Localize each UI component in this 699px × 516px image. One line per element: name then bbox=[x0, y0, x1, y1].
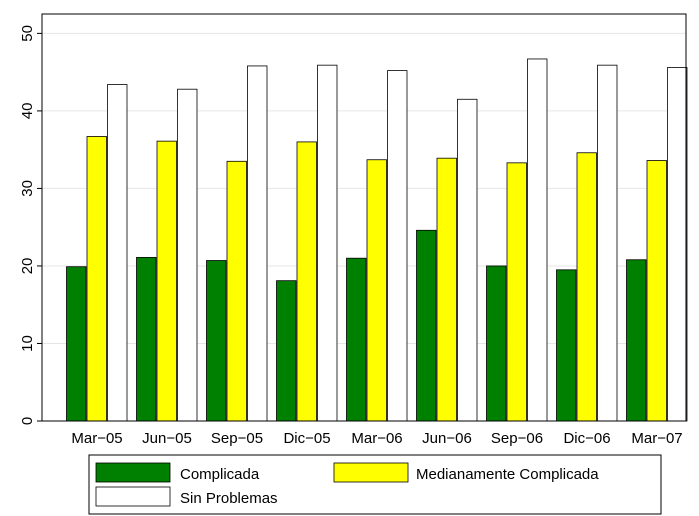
y-tick-label: 40 bbox=[19, 103, 36, 120]
bar-2-7 bbox=[506, 162, 527, 422]
legend-label-1: Complicada bbox=[180, 466, 260, 483]
bar-2-3 bbox=[226, 160, 247, 422]
legend-label-2: Medianamente Complicada bbox=[416, 466, 599, 483]
bar-1-1 bbox=[66, 266, 87, 422]
y-tick-label: 0 bbox=[19, 417, 36, 425]
x-tick-label: Dic−05 bbox=[283, 430, 330, 447]
bar-3-6 bbox=[457, 98, 478, 422]
y-tick-label: 30 bbox=[19, 180, 36, 197]
bar-1-5 bbox=[346, 257, 367, 422]
x-tick-label: Mar−06 bbox=[351, 430, 402, 447]
y-tick-label: 10 bbox=[19, 335, 36, 352]
bar-1-3 bbox=[206, 260, 227, 422]
legend-label-3: Sin Problemas bbox=[180, 490, 278, 507]
bar-2-9 bbox=[646, 160, 667, 422]
bar-2-6 bbox=[436, 157, 457, 422]
bar-1-7 bbox=[486, 265, 507, 422]
bar-2-8 bbox=[576, 152, 597, 422]
bar-2-5 bbox=[366, 159, 387, 422]
bar-3-1 bbox=[107, 84, 128, 422]
legend-swatch-3 bbox=[95, 486, 171, 507]
bar-2-1 bbox=[86, 136, 107, 422]
bar-1-4 bbox=[276, 280, 297, 422]
bar-3-3 bbox=[247, 65, 268, 422]
x-tick-label: Dic−06 bbox=[563, 430, 610, 447]
y-tick-label: 20 bbox=[19, 258, 36, 275]
bar-3-4 bbox=[317, 64, 338, 422]
x-tick-label: Jun−06 bbox=[422, 430, 472, 447]
y-axis: 0 10 20 30 40 50 bbox=[19, 25, 42, 425]
bar-1-8 bbox=[556, 269, 577, 422]
bar-2-4 bbox=[296, 141, 317, 422]
x-tick-label: Mar−05 bbox=[71, 430, 122, 447]
bar-1-2 bbox=[136, 257, 157, 422]
bar-3-9 bbox=[667, 67, 688, 422]
x-tick-label: Sep−06 bbox=[491, 430, 543, 447]
bar-3-2 bbox=[177, 88, 198, 422]
bar-1-6 bbox=[416, 229, 437, 422]
x-tick-label: Mar−07 bbox=[631, 430, 682, 447]
x-axis: Mar−05 Jun−05 Sep−05 Dic−05 Mar−06 Jun−06 Sep−… bbox=[71, 430, 682, 447]
plot-frame bbox=[41, 13, 687, 422]
legend: Complicada Medianamente Complicada Sin Pro… bbox=[88, 454, 662, 515]
x-tick-label: Sep−05 bbox=[211, 430, 263, 447]
legend-swatch-2 bbox=[333, 462, 409, 483]
x-tick-label: Jun−05 bbox=[142, 430, 192, 447]
bar-1-9 bbox=[626, 259, 647, 422]
y-tick-label: 50 bbox=[19, 25, 36, 42]
bar-3-8 bbox=[597, 64, 618, 422]
bar-3-5 bbox=[387, 70, 408, 422]
bar-3-7 bbox=[527, 58, 548, 422]
bars bbox=[66, 58, 688, 422]
bar-2-2 bbox=[156, 140, 177, 422]
legend-swatch-1 bbox=[95, 462, 171, 483]
